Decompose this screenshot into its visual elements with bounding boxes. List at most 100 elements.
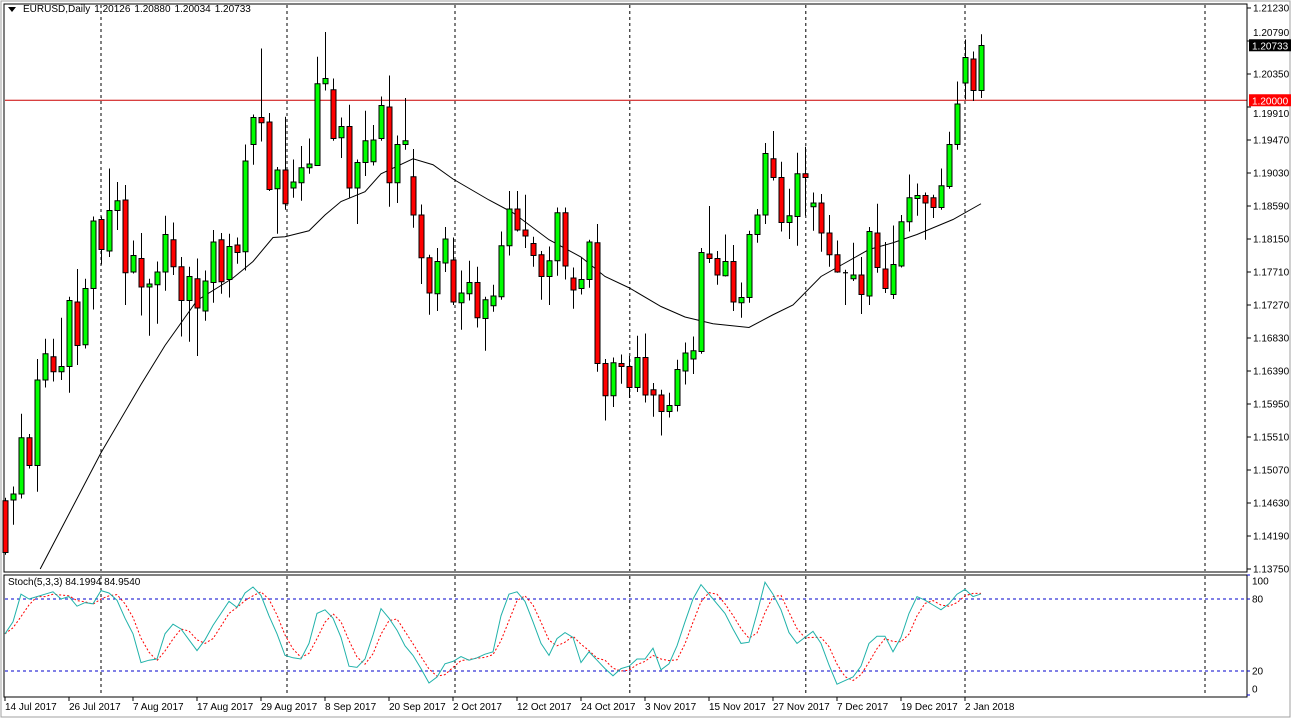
candle-bull — [162, 234, 169, 273]
candle-bull — [370, 139, 377, 163]
candle-bear — [730, 261, 737, 303]
ohlc-open: 1.20126 — [94, 4, 131, 15]
date-label: 19 Dec 2017 — [901, 702, 958, 713]
price-axis: 1.21230 1.20790 1.20350 1.19910 1.19470 1.190… — [1246, 4, 1291, 576]
date-label: 3 Nov 2017 — [645, 702, 697, 713]
current-price-box — [1249, 39, 1291, 52]
candle-bear — [426, 257, 433, 294]
candle-bull — [746, 234, 753, 298]
candle-bear — [618, 363, 625, 367]
candle-bear — [530, 243, 537, 256]
candle-bull — [482, 299, 489, 319]
candle-bear — [658, 394, 665, 412]
candle-bear — [818, 202, 825, 234]
candle-bull — [378, 105, 385, 139]
date-label: 2 Oct 2017 — [453, 702, 502, 713]
price-tick-label: 1.19910 — [1253, 109, 1290, 120]
price-panel-frame — [3, 3, 1248, 573]
candle-bull — [586, 241, 593, 280]
price-tick-label: 1.18150 — [1253, 235, 1290, 246]
date-label: 17 Aug 2017 — [197, 702, 254, 713]
candle-bull — [66, 300, 73, 367]
candle-bull — [106, 210, 113, 252]
candle-bull — [434, 261, 441, 295]
candle-bear — [74, 301, 81, 346]
candle-bull — [890, 264, 897, 295]
candle-bear — [330, 89, 337, 139]
candle-bear — [650, 389, 657, 396]
candle-bear — [538, 254, 545, 277]
candle-bull — [898, 221, 905, 267]
candle-bull — [458, 292, 465, 304]
candle-bull — [682, 352, 689, 372]
candle-bear — [522, 229, 529, 237]
candle-bull — [754, 214, 761, 235]
candle-bull — [186, 276, 193, 301]
chart-header: EURUSD,Daily 1.20126 1.20880 1.20034 1.2… — [8, 4, 251, 15]
moving-average-path — [39, 158, 982, 570]
candle-bear — [930, 197, 937, 208]
stoch-level-label: 100 — [1252, 577, 1269, 588]
candle-bear — [626, 366, 633, 388]
hline-price-box — [1249, 94, 1291, 107]
candle-bull — [82, 288, 89, 346]
price-tick-label: 1.20350 — [1253, 70, 1290, 81]
date-label: 26 Jul 2017 — [69, 702, 121, 713]
candle-bull — [962, 57, 969, 84]
candle-bull — [914, 195, 921, 199]
candle-bull — [666, 405, 673, 412]
date-axis: 14 Jul 2017 26 Jul 2017 7 Aug 2017 17 Aug 2… — [4, 697, 1015, 713]
stochastic-panel-frame — [3, 574, 1248, 698]
candle-bull — [738, 297, 745, 304]
price-tick-label: 1.16830 — [1253, 334, 1290, 345]
candle-bear — [858, 274, 865, 295]
stoch-signal-line — [4, 591, 982, 682]
candle-bull — [34, 379, 41, 466]
candle-bull — [794, 173, 801, 217]
price-tick-label: 1.13750 — [1253, 565, 1290, 576]
candle-bull — [274, 169, 281, 190]
hline-price-label: 1.20000 — [1252, 96, 1289, 107]
candle-bull — [362, 140, 369, 163]
price-tick-label: 1.16390 — [1253, 367, 1290, 378]
candle-bull — [546, 260, 553, 277]
date-label: 8 Sep 2017 — [325, 702, 377, 713]
candle-bull — [130, 255, 137, 273]
candle-bull — [506, 208, 513, 247]
candle-bull — [850, 274, 857, 280]
stochastic-panel[interactable]: 100 80 20 0 — [3, 574, 1269, 698]
candle-bear — [474, 282, 481, 319]
candle-bull — [906, 197, 913, 223]
candle-bear — [26, 437, 33, 466]
candle-bear — [714, 258, 721, 276]
candle-bull — [698, 252, 705, 352]
date-label: 14 Jul 2017 — [5, 702, 57, 713]
candle-bull — [810, 202, 817, 208]
ohlc-low: 1.20034 — [174, 4, 211, 15]
candle-bull — [578, 279, 585, 289]
dropdown-triangle-icon[interactable] — [8, 7, 16, 12]
candle-bear — [2, 500, 9, 553]
candle-bear — [234, 244, 241, 253]
candle-bear — [450, 259, 457, 303]
candle-bear — [266, 121, 273, 190]
price-panel[interactable]: 1.21230 1.20790 1.20350 1.19910 1.19470 1.190… — [2, 3, 1291, 576]
price-tick-label: 1.14190 — [1253, 532, 1290, 543]
candle-bull — [442, 238, 449, 264]
candle-bull — [242, 160, 249, 253]
candle-bull — [762, 153, 769, 216]
ohlc-close: 1.20733 — [214, 4, 251, 15]
candle-bull — [674, 369, 681, 406]
candle-bull — [978, 45, 985, 91]
candle-bull — [10, 493, 17, 501]
price-tick-label: 1.20790 — [1253, 28, 1290, 39]
ohlc-high: 1.20880 — [134, 4, 171, 15]
price-tick-label: 1.15070 — [1253, 466, 1290, 477]
price-tick-label: 1.14630 — [1253, 499, 1290, 510]
candle-bull — [786, 215, 793, 223]
candle-bear — [882, 268, 889, 289]
candle-bull — [954, 103, 961, 145]
price-tick-label: 1.19030 — [1253, 169, 1290, 180]
candle-bear — [642, 357, 649, 396]
